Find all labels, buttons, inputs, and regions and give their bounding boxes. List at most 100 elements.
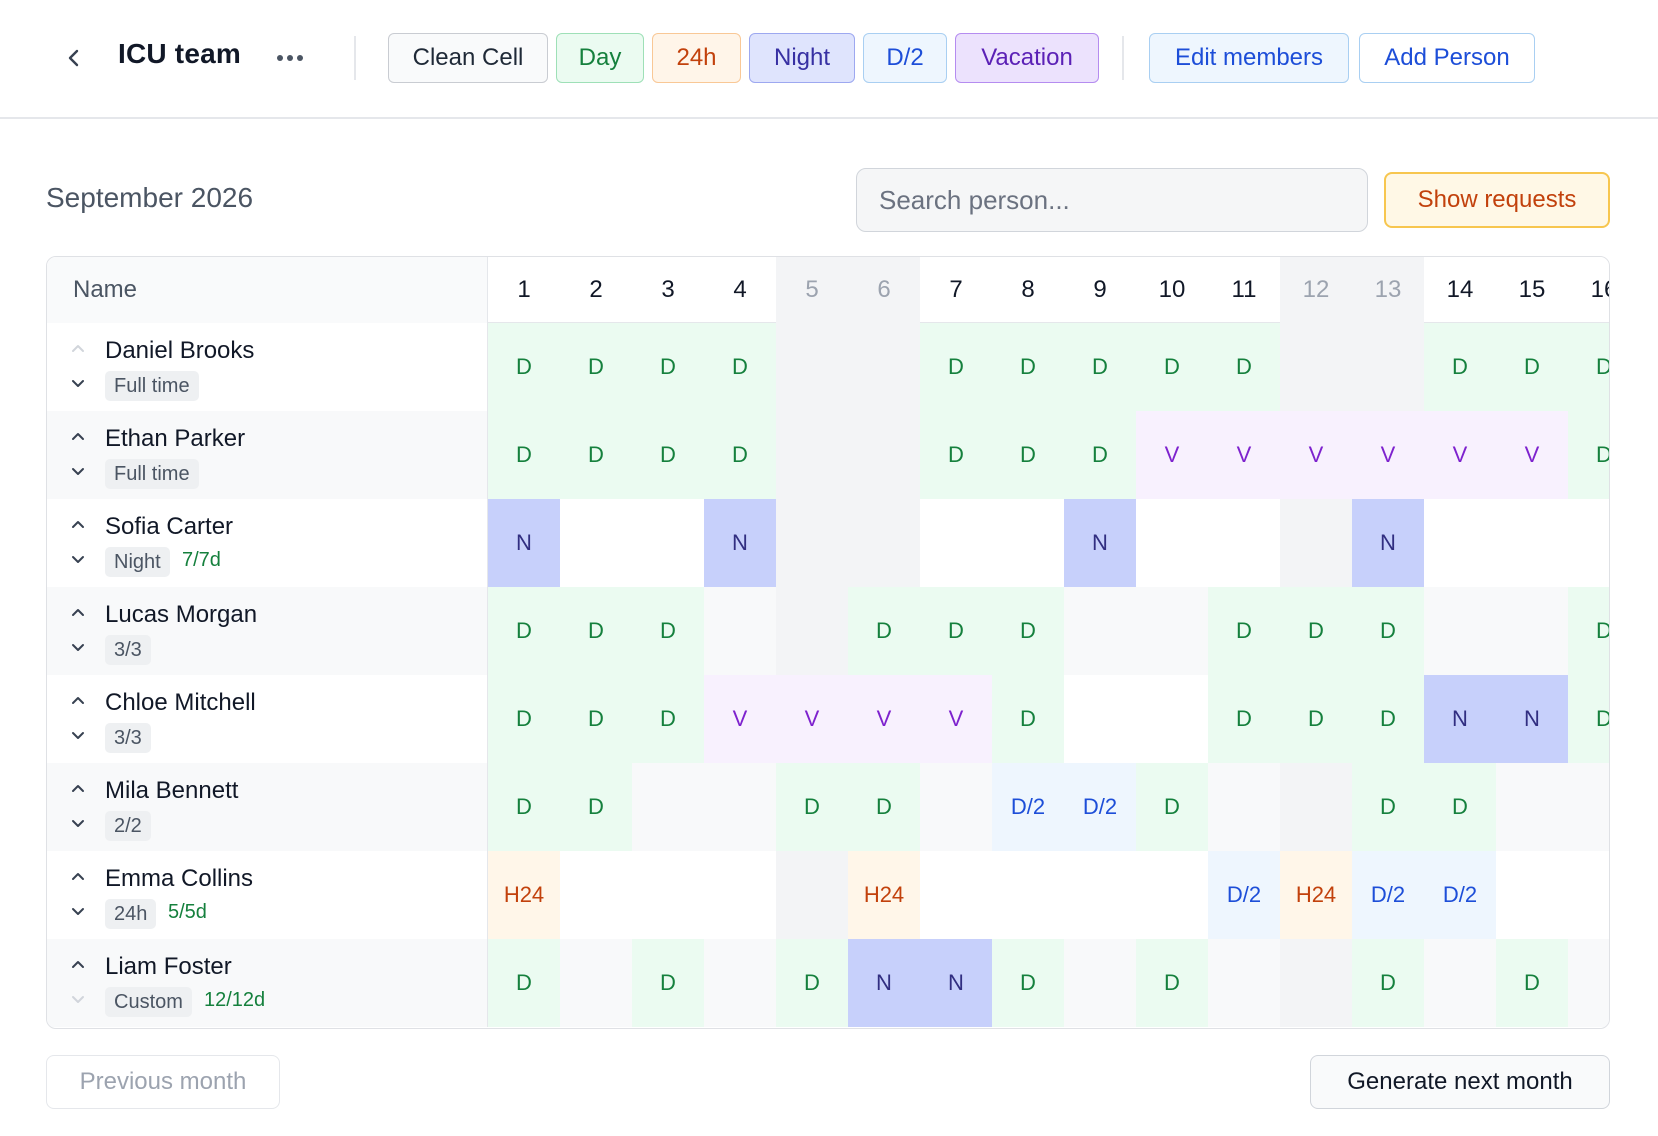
half-day-shift-button[interactable]: D/2 xyxy=(863,33,947,83)
move-up-button[interactable] xyxy=(67,425,89,447)
search-input[interactable] xyxy=(856,168,1368,232)
shift-cell[interactable]: D xyxy=(1568,323,1609,411)
shift-cell[interactable] xyxy=(560,939,632,1027)
shift-cell[interactable]: D xyxy=(488,323,560,411)
move-down-button[interactable] xyxy=(67,637,89,659)
shift-cell[interactable]: D xyxy=(560,411,632,499)
shift-cell[interactable]: H24 xyxy=(848,851,920,939)
shift-cell[interactable]: N xyxy=(920,939,992,1027)
shift-cell[interactable]: D xyxy=(1280,675,1352,763)
shift-cell[interactable]: D xyxy=(1208,587,1280,675)
shift-cell[interactable]: D xyxy=(1568,411,1609,499)
shift-cell[interactable]: D/2 xyxy=(1064,763,1136,851)
shift-cell[interactable]: D xyxy=(848,763,920,851)
shift-cell[interactable]: D xyxy=(488,587,560,675)
shift-cell[interactable] xyxy=(776,851,848,939)
shift-cell[interactable]: H24 xyxy=(488,851,560,939)
shift-cell[interactable]: N xyxy=(488,499,560,587)
shift-cell[interactable] xyxy=(1280,763,1352,851)
shift-cell[interactable] xyxy=(560,499,632,587)
move-up-button[interactable] xyxy=(67,337,89,359)
shift-cell[interactable]: N xyxy=(1352,499,1424,587)
shift-cell[interactable]: D xyxy=(776,939,848,1027)
shift-cell[interactable] xyxy=(1496,499,1568,587)
move-down-button[interactable] xyxy=(67,461,89,483)
shift-cell[interactable] xyxy=(920,763,992,851)
move-down-button[interactable] xyxy=(67,813,89,835)
move-down-button[interactable] xyxy=(67,901,89,923)
move-up-button[interactable] xyxy=(67,777,89,799)
shift-cell[interactable]: D xyxy=(1280,587,1352,675)
shift-cell[interactable] xyxy=(1064,851,1136,939)
shift-cell[interactable]: D xyxy=(1136,763,1208,851)
shift-cell[interactable]: D xyxy=(1208,675,1280,763)
edit-members-button[interactable]: Edit members xyxy=(1149,33,1349,83)
shift-cell[interactable] xyxy=(1568,763,1609,851)
shift-cell[interactable] xyxy=(1064,939,1136,1027)
shift-cell[interactable]: D xyxy=(632,411,704,499)
shift-cell[interactable]: D xyxy=(1064,323,1136,411)
shift-cell[interactable]: D xyxy=(1136,323,1208,411)
shift-cell[interactable] xyxy=(1496,851,1568,939)
shift-cell[interactable]: D xyxy=(1352,675,1424,763)
shift-cell[interactable] xyxy=(1136,675,1208,763)
shift-cell[interactable]: V xyxy=(1496,411,1568,499)
shift-cell[interactable]: N xyxy=(1064,499,1136,587)
shift-cell[interactable]: D xyxy=(560,587,632,675)
shift-cell[interactable]: V xyxy=(920,675,992,763)
shift-cell[interactable] xyxy=(776,411,848,499)
shift-cell[interactable]: D xyxy=(920,587,992,675)
shift-cell[interactable]: D xyxy=(1352,763,1424,851)
shift-cell[interactable]: D xyxy=(992,323,1064,411)
generate-next-month-button[interactable]: Generate next month xyxy=(1310,1055,1610,1109)
shift-cell[interactable]: D xyxy=(1064,411,1136,499)
move-up-button[interactable] xyxy=(67,953,89,975)
shift-cell[interactable]: D xyxy=(632,323,704,411)
shift-cell[interactable]: D xyxy=(1424,323,1496,411)
shift-cell[interactable]: V xyxy=(848,675,920,763)
shift-cell[interactable] xyxy=(1064,587,1136,675)
shift-cell[interactable]: D xyxy=(992,587,1064,675)
shift-cell[interactable]: D xyxy=(560,323,632,411)
shift-cell[interactable]: D xyxy=(992,939,1064,1027)
shift-cell[interactable]: D xyxy=(632,939,704,1027)
shift-cell[interactable]: D xyxy=(1424,763,1496,851)
shift-cell[interactable]: D xyxy=(704,323,776,411)
back-button[interactable] xyxy=(56,40,92,76)
shift-cell[interactable] xyxy=(1568,851,1609,939)
shift-cell[interactable] xyxy=(992,851,1064,939)
shift-cell[interactable]: D xyxy=(632,675,704,763)
shift-cell[interactable] xyxy=(1208,763,1280,851)
shift-cell[interactable] xyxy=(1568,939,1609,1027)
shift-cell[interactable] xyxy=(632,851,704,939)
shift-cell[interactable] xyxy=(704,587,776,675)
shift-cell[interactable]: D xyxy=(488,939,560,1027)
shift-cell[interactable] xyxy=(920,851,992,939)
shift-cell[interactable]: D/2 xyxy=(1424,851,1496,939)
shift-cell[interactable] xyxy=(1064,675,1136,763)
shift-cell[interactable]: V xyxy=(1280,411,1352,499)
shift-cell[interactable]: D xyxy=(1568,675,1609,763)
shift-cell[interactable] xyxy=(1352,323,1424,411)
move-up-button[interactable] xyxy=(67,513,89,535)
shift-cell[interactable] xyxy=(1280,499,1352,587)
shift-cell[interactable] xyxy=(1136,499,1208,587)
shift-cell[interactable] xyxy=(992,499,1064,587)
shift-cell[interactable]: D xyxy=(488,411,560,499)
shift-cell[interactable]: D xyxy=(776,763,848,851)
shift-cell[interactable]: H24 xyxy=(1280,851,1352,939)
shift-cell[interactable]: D/2 xyxy=(1352,851,1424,939)
shift-cell[interactable]: N xyxy=(848,939,920,1027)
shift-cell[interactable]: V xyxy=(1352,411,1424,499)
shift-cell[interactable]: D xyxy=(1136,939,1208,1027)
vacation-button[interactable]: Vacation xyxy=(955,33,1099,83)
more-options-button[interactable] xyxy=(272,40,308,76)
shift-cell[interactable]: D/2 xyxy=(992,763,1064,851)
shift-cell[interactable]: V xyxy=(776,675,848,763)
shift-cell[interactable] xyxy=(1424,587,1496,675)
shift-cell[interactable] xyxy=(1136,851,1208,939)
shift-cell[interactable] xyxy=(848,323,920,411)
shift-cell[interactable]: N xyxy=(1496,675,1568,763)
shift-cell[interactable]: D xyxy=(920,411,992,499)
shift-cell[interactable]: D xyxy=(1568,587,1609,675)
